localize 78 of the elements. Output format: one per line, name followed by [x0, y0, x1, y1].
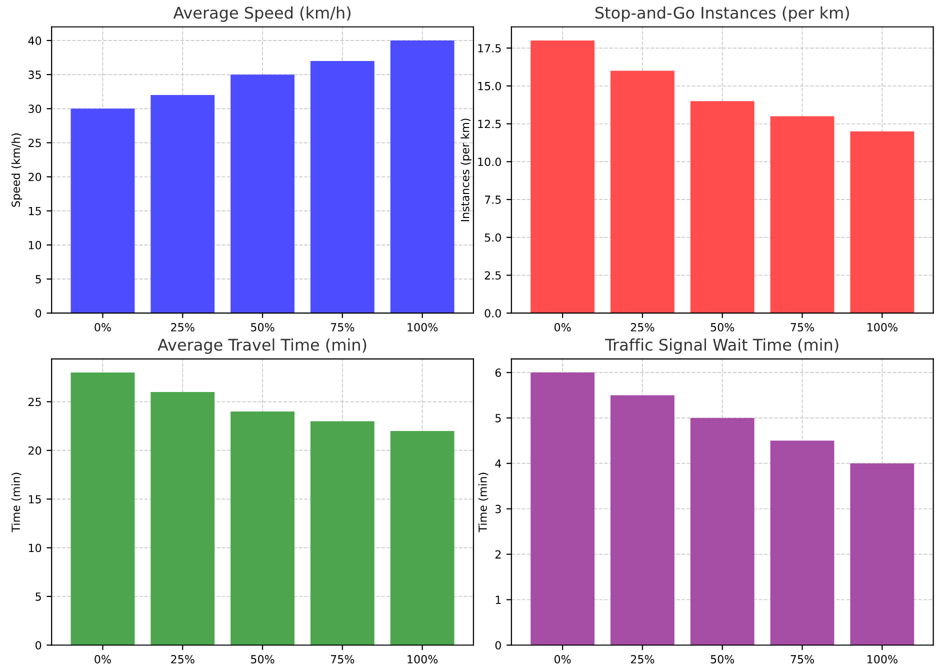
y-tick-label: 25: [28, 138, 41, 148]
x-tick-label: 0%: [94, 655, 111, 664]
bar: [850, 131, 914, 314]
bar: [390, 40, 454, 314]
x-tick-label: 0%: [554, 323, 571, 332]
bar: [150, 95, 215, 314]
y-axis-title: Instances (per km): [460, 118, 472, 222]
y-axis-title: Speed (km/h): [11, 133, 22, 207]
y-tick-label: 0: [36, 641, 42, 650]
x-tick-label: 75%: [330, 323, 354, 332]
y-tick-label: 35: [28, 70, 41, 79]
x-tick-label: 50%: [251, 323, 274, 332]
bar: [530, 40, 595, 314]
chart-title: Average Travel Time (min): [158, 338, 366, 354]
bar: [390, 430, 454, 646]
y-tick-label: 12.5: [478, 120, 501, 128]
y-tick-label: 0: [36, 309, 42, 318]
y-tick-label: 17.5: [478, 44, 501, 52]
y-tick-label: 15.0: [478, 82, 501, 90]
y-tick-label: 10: [28, 544, 42, 552]
bar: [70, 108, 135, 314]
x-tick-label: 100%: [408, 323, 438, 332]
bar: [70, 372, 135, 646]
y-tick-label: 5: [36, 275, 41, 284]
y-tick-label: 40: [28, 36, 42, 45]
bar: [230, 74, 294, 314]
y-tick-label: 0.0: [484, 309, 501, 318]
bar: [770, 116, 834, 314]
y-tick-label: 15: [28, 207, 41, 216]
y-tick-label: 10: [28, 240, 42, 250]
y-tick-label: 0: [495, 641, 501, 650]
x-tick-label: 75%: [790, 323, 814, 332]
bar: [610, 395, 674, 646]
y-tick-label: 20: [28, 172, 42, 182]
x-tick-label: 25%: [171, 655, 194, 664]
y-tick-label: 4: [495, 460, 502, 468]
y-tick-label: 25: [28, 398, 41, 406]
bar: [770, 440, 834, 646]
y-tick-label: 1: [496, 596, 501, 604]
x-tick-label: 50%: [710, 655, 734, 664]
y-tick-label: 2: [495, 550, 501, 558]
y-tick-label: 5: [496, 414, 501, 422]
x-tick-label: 100%: [868, 323, 898, 332]
bar: [690, 418, 754, 646]
y-tick-label: 30: [28, 104, 42, 114]
y-tick-label: 7.5: [484, 196, 501, 204]
bar: [150, 392, 215, 646]
x-tick-label: 75%: [330, 655, 354, 664]
bar: [310, 60, 374, 314]
x-tick-label: 75%: [790, 655, 814, 664]
bar: [310, 421, 374, 646]
bar: [690, 101, 754, 314]
chart-title: Average Speed (km/h): [173, 6, 350, 22]
bar: [530, 372, 595, 646]
x-tick-label: 0%: [94, 323, 111, 332]
bar: [610, 70, 674, 314]
y-tick-label: 5.0: [484, 233, 501, 242]
x-tick-label: 0%: [554, 655, 571, 664]
x-tick-label: 25%: [630, 323, 654, 332]
chart-title: Stop-and-Go Instances (per km): [595, 6, 849, 22]
x-tick-label: 100%: [868, 655, 898, 664]
y-tick-label: 10.0: [478, 158, 501, 166]
y-tick-label: 20: [28, 446, 42, 455]
chart-title: Traffic Signal Wait Time (min): [605, 338, 838, 354]
x-tick-label: 25%: [630, 655, 654, 664]
bar: [850, 463, 914, 646]
y-tick-label: 15: [28, 495, 41, 504]
y-tick-label: 5: [36, 592, 41, 601]
y-tick-label: 3: [495, 504, 501, 514]
y-tick-label: 6: [495, 368, 502, 377]
x-tick-label: 25%: [171, 323, 194, 332]
x-tick-label: 50%: [251, 655, 274, 664]
bar: [230, 411, 294, 646]
y-axis-title: Time (min): [478, 472, 488, 532]
y-axis-title: Time (min): [11, 472, 22, 532]
x-tick-label: 100%: [408, 655, 438, 664]
x-tick-label: 50%: [710, 323, 734, 332]
y-tick-label: 2.5: [484, 271, 501, 280]
